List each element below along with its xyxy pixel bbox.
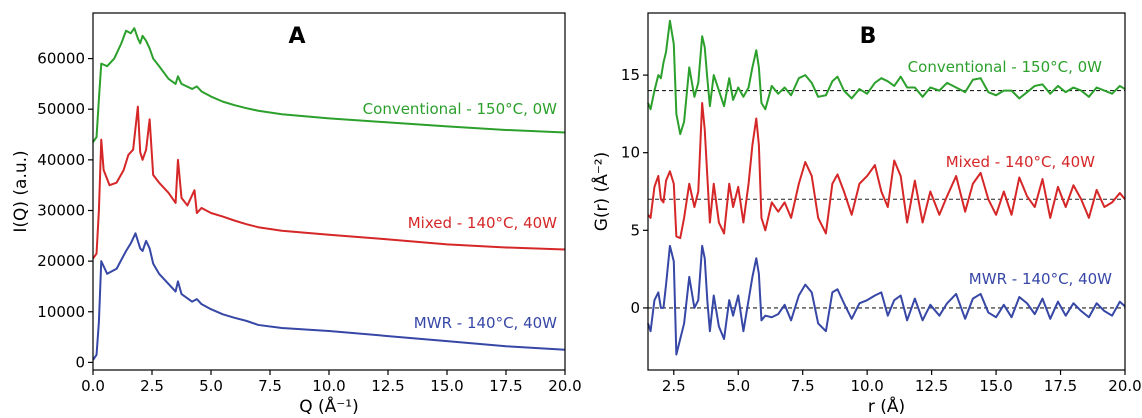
x-tick-label: 12.5 (915, 377, 948, 395)
y-axis-title: I(Q) (a.u.) (11, 150, 31, 232)
x-tick-label: 10.0 (312, 377, 345, 395)
series-label-mwr: MWR - 140°C, 40W (414, 314, 557, 332)
x-tick-label: 0.0 (81, 377, 105, 395)
x-tick-label: 15.0 (430, 377, 463, 395)
y-tick-label: 60000 (37, 50, 85, 68)
series-label-conventional: Conventional - 150°C, 0W (363, 100, 557, 118)
series-line-conventional (92, 27, 566, 143)
series-label-mwr: MWR - 140°C, 40W (969, 270, 1112, 288)
x-axis-title: r (Å) (868, 395, 905, 417)
plot-frame (647, 12, 1126, 371)
x-tick-label: 2.5 (140, 377, 164, 395)
x-tick-label: 2.5 (662, 377, 686, 395)
y-tick-label: 30000 (37, 201, 85, 219)
x-tick-label: 7.5 (791, 377, 815, 395)
series-label-conventional: Conventional - 150°C, 0W (908, 58, 1102, 76)
y-tick-label: 50000 (37, 100, 85, 118)
y-axis-title: G(r) (Å⁻²) (590, 152, 612, 232)
series-line-mwr (647, 244, 1126, 356)
series-line-mwr (92, 232, 566, 361)
x-tick-label: 20.0 (548, 377, 581, 395)
x-tick-label: 5.0 (199, 377, 223, 395)
series-line-mixed (647, 102, 1126, 240)
y-tick-label: 0 (75, 353, 85, 371)
x-tick-label: 5.0 (726, 377, 750, 395)
x-tick-label: 17.5 (1044, 377, 1077, 395)
y-tick-label: 40000 (37, 151, 85, 169)
y-tick-label: 10 (621, 144, 640, 162)
x-tick-label: 10.0 (850, 377, 883, 395)
series-line-mixed (92, 105, 566, 260)
series-label-mixed: Mixed - 140°C, 40W (408, 214, 557, 232)
x-tick-label: 12.5 (371, 377, 404, 395)
x-tick-label: 17.5 (489, 377, 522, 395)
y-tick-label: 10000 (37, 303, 85, 321)
panel-b-chart: 2.5 5.0 7.5 10.0 12.5 15.0 17.5 20.0 0 5 10 15 r (Å)… (590, 12, 1142, 417)
panel-label: A (288, 24, 305, 49)
panel-a-chart: 0.0 2.5 5.0 7.5 10.0 12.5 15.0 17.5 20.0 0 10000 20… (11, 12, 582, 417)
x-tick-label: 7.5 (258, 377, 282, 395)
y-tick-label: 5 (630, 221, 640, 239)
x-tick-label: 15.0 (979, 377, 1012, 395)
x-tick-label: 20.0 (1108, 377, 1141, 395)
series-label-mixed: Mixed - 140°C, 40W (946, 153, 1095, 171)
y-tick-label: 15 (621, 66, 640, 84)
series-line-conventional (647, 19, 1126, 136)
y-tick-label: 0 (630, 299, 640, 317)
x-axis-title: Q (Å⁻¹) (299, 395, 358, 417)
y-tick-label: 20000 (37, 252, 85, 270)
panel-label: B (860, 24, 877, 49)
